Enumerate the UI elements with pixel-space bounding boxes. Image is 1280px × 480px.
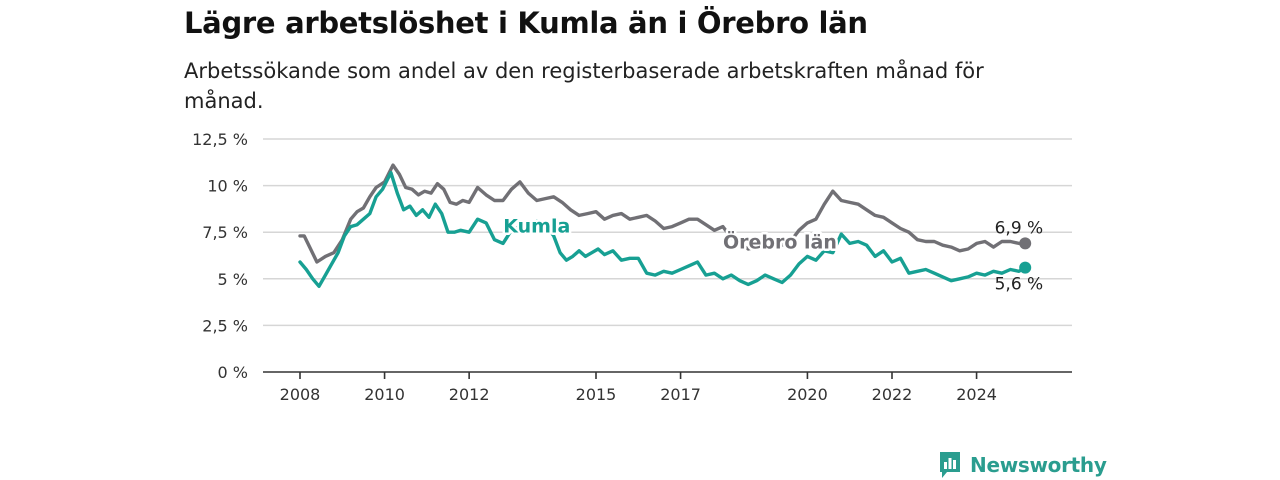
series-line-1 bbox=[298, 170, 1027, 288]
series-end-label-0: 6,9 % bbox=[995, 218, 1044, 238]
series-endpoint-1 bbox=[1019, 261, 1032, 274]
line-chart: 0 %2,5 %5 %7,5 %10 %12,5 % 2008 2010 2012 2… bbox=[192, 130, 1072, 404]
series-name-label-0: Örebro län bbox=[723, 230, 837, 254]
series-line-0 bbox=[298, 163, 1027, 264]
series-name-halo-0: Örebro län bbox=[723, 230, 837, 254]
x-axis-ticks: 2008 2010 2012 2015 2017 2020 2022 2024 bbox=[280, 372, 997, 404]
x-tick-label: 2022 bbox=[872, 385, 913, 404]
series-name-halo-1: Kumla bbox=[503, 216, 570, 238]
gridlines bbox=[263, 138, 1072, 327]
series-name-label-1: Kumla bbox=[503, 216, 570, 238]
x-tick-label: 2015 bbox=[576, 385, 617, 404]
brand-name: Newsworthy bbox=[970, 453, 1107, 477]
x-tick-label: 2012 bbox=[449, 385, 490, 404]
x-tick-label: 2008 bbox=[280, 385, 321, 404]
series-endpoint-0 bbox=[1019, 237, 1032, 250]
y-tick-label: 2,5 % bbox=[202, 316, 248, 335]
y-tick-label: 0 % bbox=[218, 363, 248, 382]
y-tick-label: 5 % bbox=[218, 270, 248, 289]
y-tick-label: 10 % bbox=[207, 177, 248, 196]
x-tick-label: 2024 bbox=[956, 385, 997, 404]
y-tick-label: 12,5 % bbox=[192, 130, 248, 149]
series-lines bbox=[298, 163, 1032, 288]
x-tick-label: 2010 bbox=[364, 385, 405, 404]
x-tick-label: 2020 bbox=[787, 385, 828, 404]
series-end-label-1: 5,6 % bbox=[995, 275, 1044, 295]
newsworthy-logo-icon bbox=[940, 452, 960, 478]
brand-logo[interactable]: Newsworthy bbox=[938, 450, 1107, 480]
chart-subtitle: Arbetssökande som andel av den registerb… bbox=[184, 59, 984, 113]
x-tick-label: 2017 bbox=[660, 385, 701, 404]
y-axis-ticks: 0 % 2,5 % 5 % 7,5 % 10 % 12,5 % bbox=[192, 130, 248, 382]
y-tick-label: 7,5 % bbox=[202, 223, 248, 242]
chart-title: Lägre arbetslöshet i Kumla än i Örebro l… bbox=[184, 6, 868, 40]
